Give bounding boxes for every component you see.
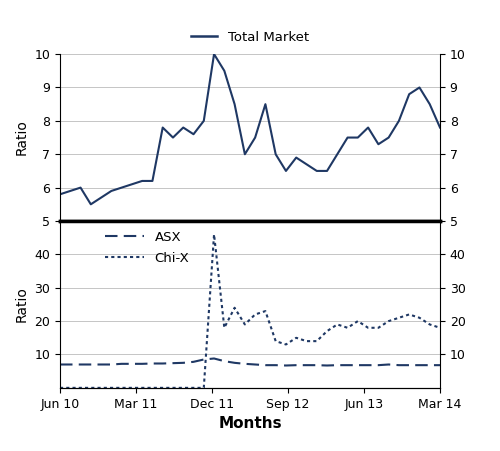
ASX bbox=[272, 363, 278, 368]
Chi-X bbox=[396, 315, 402, 321]
ASX bbox=[426, 363, 432, 368]
Chi-X bbox=[304, 338, 310, 344]
Chi-X bbox=[150, 385, 156, 391]
Chi-X bbox=[68, 385, 73, 391]
ASX bbox=[88, 362, 94, 367]
Legend: ASX, Chi-X: ASX, Chi-X bbox=[104, 231, 190, 265]
Chi-X bbox=[108, 385, 114, 391]
Chi-X bbox=[437, 325, 443, 331]
ASX bbox=[365, 363, 371, 368]
Chi-X bbox=[211, 232, 217, 237]
Line: ASX: ASX bbox=[60, 359, 440, 365]
Chi-X bbox=[190, 385, 196, 391]
Chi-X bbox=[222, 325, 228, 331]
Chi-X bbox=[139, 385, 145, 391]
Chi-X bbox=[129, 385, 135, 391]
ASX bbox=[211, 356, 217, 361]
ASX bbox=[437, 363, 443, 368]
Chi-X bbox=[293, 335, 299, 341]
ASX bbox=[232, 360, 237, 365]
ASX bbox=[376, 363, 382, 368]
Chi-X bbox=[334, 322, 340, 327]
Chi-X bbox=[232, 305, 237, 310]
Legend: Total Market: Total Market bbox=[191, 31, 309, 44]
Chi-X bbox=[283, 342, 289, 347]
ASX bbox=[98, 362, 104, 367]
ASX bbox=[283, 363, 289, 368]
Chi-X bbox=[416, 315, 422, 321]
ASX bbox=[78, 362, 84, 367]
Chi-X bbox=[98, 385, 104, 391]
Chi-X bbox=[242, 322, 248, 327]
Chi-X bbox=[88, 385, 94, 391]
ASX bbox=[170, 360, 176, 366]
ASX bbox=[108, 362, 114, 367]
Chi-X bbox=[118, 385, 124, 391]
Chi-X bbox=[272, 338, 278, 344]
Y-axis label: Ratio: Ratio bbox=[15, 286, 29, 322]
ASX bbox=[190, 359, 196, 364]
ASX bbox=[57, 362, 63, 367]
Chi-X bbox=[57, 385, 63, 391]
Chi-X bbox=[262, 308, 268, 314]
ASX bbox=[150, 361, 156, 366]
Chi-X bbox=[406, 312, 412, 317]
ASX bbox=[180, 360, 186, 365]
ASX bbox=[68, 362, 73, 367]
Y-axis label: Ratio: Ratio bbox=[15, 120, 29, 156]
ASX bbox=[293, 363, 299, 368]
Chi-X bbox=[365, 325, 371, 331]
ASX bbox=[139, 361, 145, 367]
Chi-X bbox=[344, 325, 350, 331]
Chi-X bbox=[180, 385, 186, 391]
ASX bbox=[416, 363, 422, 368]
ASX bbox=[262, 363, 268, 368]
ASX bbox=[386, 362, 392, 367]
Line: Chi-X: Chi-X bbox=[60, 235, 440, 388]
X-axis label: Months: Months bbox=[218, 416, 282, 431]
Chi-X bbox=[78, 385, 84, 391]
Chi-X bbox=[386, 318, 392, 324]
ASX bbox=[314, 363, 320, 368]
Chi-X bbox=[160, 385, 166, 391]
ASX bbox=[406, 363, 412, 368]
ASX bbox=[334, 363, 340, 368]
ASX bbox=[160, 361, 166, 366]
ASX bbox=[201, 357, 207, 362]
Chi-X bbox=[314, 338, 320, 344]
ASX bbox=[252, 362, 258, 367]
ASX bbox=[344, 363, 350, 368]
Chi-X bbox=[170, 385, 176, 391]
Chi-X bbox=[252, 312, 258, 317]
Chi-X bbox=[376, 325, 382, 331]
ASX bbox=[129, 361, 135, 367]
Chi-X bbox=[355, 318, 361, 324]
Chi-X bbox=[426, 322, 432, 327]
Chi-X bbox=[324, 328, 330, 334]
ASX bbox=[118, 361, 124, 367]
ASX bbox=[324, 363, 330, 368]
Chi-X bbox=[201, 385, 207, 391]
ASX bbox=[242, 361, 248, 367]
ASX bbox=[222, 359, 228, 364]
ASX bbox=[355, 363, 361, 368]
ASX bbox=[304, 363, 310, 368]
ASX bbox=[396, 363, 402, 368]
